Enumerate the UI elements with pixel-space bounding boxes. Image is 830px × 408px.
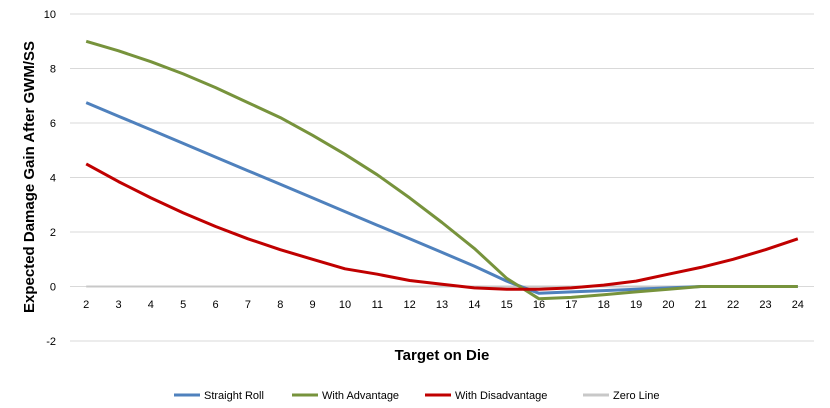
legend-label: Straight Roll xyxy=(204,390,264,402)
x-tick-label: 5 xyxy=(180,299,186,311)
y-tick-label: 0 xyxy=(50,282,56,294)
x-tick-label: 11 xyxy=(372,299,383,311)
legend-item: With Advantage xyxy=(292,390,399,402)
x-tick-label: 19 xyxy=(630,299,642,311)
legend-label: With Advantage xyxy=(322,390,399,402)
y-tick-label: 10 xyxy=(44,9,56,21)
x-tick-label: 15 xyxy=(501,299,513,311)
series-line-with-advantage xyxy=(85,39,798,301)
x-tick-label: 4 xyxy=(148,299,154,311)
y-tick-label: 2 xyxy=(50,227,56,239)
y-tick-label: -2 xyxy=(46,336,56,348)
series-line-with-disadvantage xyxy=(85,162,799,291)
series-lines xyxy=(85,39,799,301)
x-tick-label: 17 xyxy=(565,299,577,311)
x-tick-label: 22 xyxy=(727,299,739,311)
x-axis-ticks: 2 3 4 5 6 7 8 9 10 11 12 13 14 15 16 17 18 19 20 21 22 23 24 xyxy=(83,299,804,311)
y-axis-ticks: -2 0 2 4 6 8 10 xyxy=(44,9,56,348)
x-axis-title: Target on Die xyxy=(395,347,490,364)
x-tick-label: 13 xyxy=(436,299,448,311)
x-tick-label: 10 xyxy=(339,299,351,311)
y-tick-label: 4 xyxy=(50,173,56,185)
gridlines xyxy=(70,13,814,342)
x-tick-label: 2 xyxy=(83,299,89,311)
x-tick-label: 7 xyxy=(245,299,251,311)
x-tick-label: 8 xyxy=(277,299,283,311)
legend-label: Zero Line xyxy=(613,390,659,402)
legend-item: Zero Line xyxy=(583,390,659,402)
series-line-straight-roll xyxy=(85,101,798,295)
legend: Straight Roll With Advantage With Disadvan… xyxy=(174,390,659,402)
x-tick-label: 23 xyxy=(759,299,771,311)
x-tick-label: 21 xyxy=(695,299,707,311)
y-tick-label: 8 xyxy=(50,64,56,76)
legend-item: Straight Roll xyxy=(174,390,264,402)
x-tick-label: 6 xyxy=(213,299,219,311)
x-tick-label: 3 xyxy=(115,299,121,311)
x-tick-label: 14 xyxy=(468,299,480,311)
y-axis-title: Expected Damage Gain After GWM/SS xyxy=(21,41,38,313)
y-tick-label: 6 xyxy=(50,118,56,130)
x-tick-label: 24 xyxy=(792,299,804,311)
legend-item: With Disadvantage xyxy=(425,390,547,402)
x-tick-label: 18 xyxy=(598,299,610,311)
x-tick-label: 20 xyxy=(662,299,674,311)
legend-label: With Disadvantage xyxy=(455,390,547,402)
x-tick-label: 9 xyxy=(310,299,316,311)
x-tick-label: 12 xyxy=(404,299,416,311)
x-tick-label: 16 xyxy=(533,299,545,311)
